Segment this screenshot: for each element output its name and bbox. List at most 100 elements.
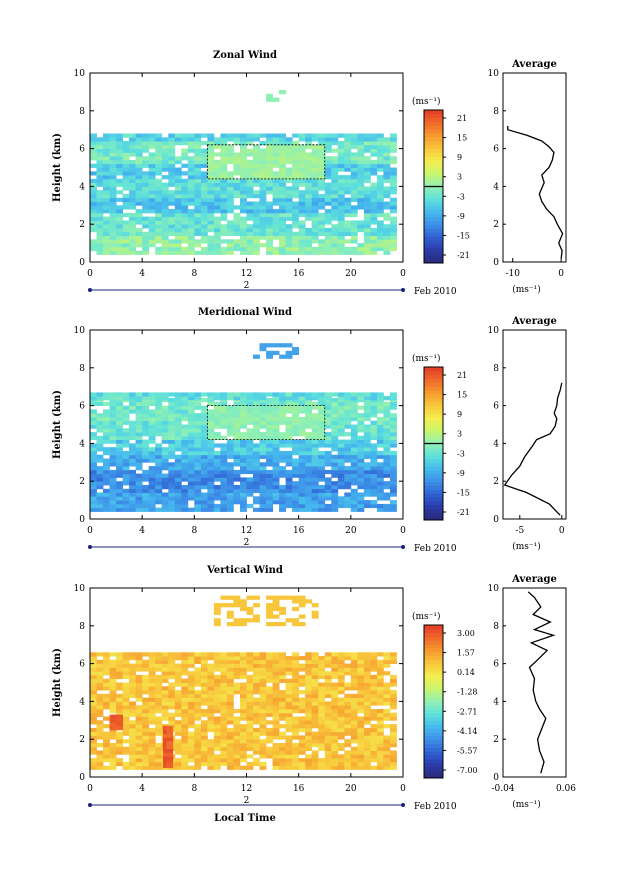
heatmap-cell: [187, 182, 195, 187]
heatmap-cell: [311, 485, 319, 490]
heatmap-cell: [246, 201, 254, 206]
heatmap-cell: [135, 159, 143, 165]
heatmap-cell: [174, 392, 182, 397]
heatmap-cell: [305, 686, 313, 691]
heatmap-cell: [187, 167, 195, 172]
heatmap-cell: [129, 163, 136, 168]
heatmap-cell: [357, 739, 365, 744]
heatmap-cell: [116, 492, 123, 497]
heatmap-cell: [116, 458, 123, 463]
heatmap-cell: [226, 420, 234, 425]
heatmap-cell: [240, 137, 247, 142]
heatmap-cell: [363, 396, 371, 401]
heatmap-cell: [311, 739, 319, 744]
heatmap-cell: [344, 466, 352, 471]
heatmap-cell: [266, 167, 273, 172]
heatmap-cell: [285, 462, 293, 467]
heatmap-cell: [200, 220, 208, 225]
heatmap-cell: [200, 392, 208, 397]
heatmap-cell: [285, 144, 293, 149]
heatmap-cell: [142, 701, 150, 706]
heatmap-cell: [266, 432, 273, 437]
heatmap-cell: [298, 432, 306, 437]
heatmap-cell: [311, 674, 319, 680]
heatmap-cell: [103, 246, 110, 252]
heatmap-cell: [305, 720, 313, 725]
heatmap-cell: [266, 416, 273, 422]
heatmap-cell: [350, 178, 358, 183]
heatmap-cell: [220, 492, 228, 497]
heatmap-cell: [318, 671, 326, 676]
heatmap-cell: [246, 209, 254, 214]
heatmap-cell: [109, 235, 117, 240]
heatmap-cell: [337, 686, 345, 691]
heatmap-cell: [226, 228, 234, 233]
heatmap-cell: [357, 205, 365, 210]
heatmap-cell: [135, 652, 143, 657]
heatmap-cell: [337, 439, 345, 444]
heatmap-cell: [168, 690, 176, 695]
heatmap-cell: [292, 141, 299, 146]
heatmap-cell: [259, 235, 267, 240]
heatmap-cell: [200, 727, 208, 733]
heatmap-cell: [233, 413, 241, 418]
heatmap-cell: [220, 705, 228, 710]
heatmap-cell: [337, 477, 345, 482]
heatmap-cell: [370, 148, 378, 153]
heatmap-cell: [168, 144, 176, 149]
sparse-cell: [259, 347, 267, 352]
heatmap-cell: [155, 656, 163, 661]
heatmap-cell: [207, 409, 215, 414]
heatmap-cell: [285, 659, 293, 664]
panel-title: Zonal Wind: [213, 50, 277, 61]
heatmap-cell: [272, 758, 280, 763]
heatmap-cell: [253, 746, 260, 751]
heatmap-cell: [194, 175, 202, 180]
heatmap-cell: [181, 432, 189, 437]
heatmap-cell: [148, 709, 156, 714]
sparse-cell: [266, 603, 273, 608]
heatmap-cell: [292, 466, 299, 471]
heatmap-cell: [200, 671, 208, 676]
heatmap-cell: [337, 156, 345, 161]
heatmap-cell: [116, 392, 123, 397]
heatmap-cell: [305, 667, 313, 672]
heatmap-cell: [116, 420, 123, 425]
heatmap-cell: [298, 458, 306, 463]
heatmap-cell: [344, 701, 352, 706]
heatmap-cell: [370, 167, 378, 172]
heatmap-cell: [181, 224, 189, 229]
heatmap-cell: [350, 413, 358, 418]
heatmap-cell: [318, 758, 326, 763]
heatmap-cell: [298, 500, 306, 505]
heatmap-cell: [135, 731, 143, 736]
heatmap-cell: [279, 507, 286, 512]
heatmap-cell: [376, 712, 384, 717]
heatmap-cell: [187, 194, 195, 199]
heatmap-cell: [331, 746, 339, 751]
heatmap-cell: [279, 678, 286, 683]
heatmap-cell: [383, 409, 391, 414]
heatmap-cell: [331, 167, 339, 172]
heatmap-cell: [272, 496, 280, 501]
heatmap-cell: [194, 141, 202, 146]
heatmap-cell: [194, 743, 202, 748]
heatmap-cell: [187, 416, 195, 422]
heatmap-cell: [148, 496, 156, 501]
heatmap-cell: [90, 473, 97, 478]
heatmap-cell: [155, 485, 163, 490]
heatmap-cell: [272, 671, 280, 676]
heatmap-cell: [135, 144, 143, 149]
heatmap-cell: [122, 231, 130, 236]
heatmap-cell: [109, 500, 117, 505]
heatmap-cell: [298, 705, 306, 710]
heatmap-cell: [207, 439, 215, 444]
heatmap-cell: [337, 178, 345, 183]
heatmap-cell: [311, 167, 319, 172]
heatmap-cell: [142, 709, 150, 714]
heatmap-cell: [370, 186, 378, 191]
heatmap-cell: [272, 454, 280, 459]
heatmap-cell: [168, 141, 176, 146]
heatmap-cell: [116, 462, 123, 467]
sparse-cell: [233, 603, 241, 608]
